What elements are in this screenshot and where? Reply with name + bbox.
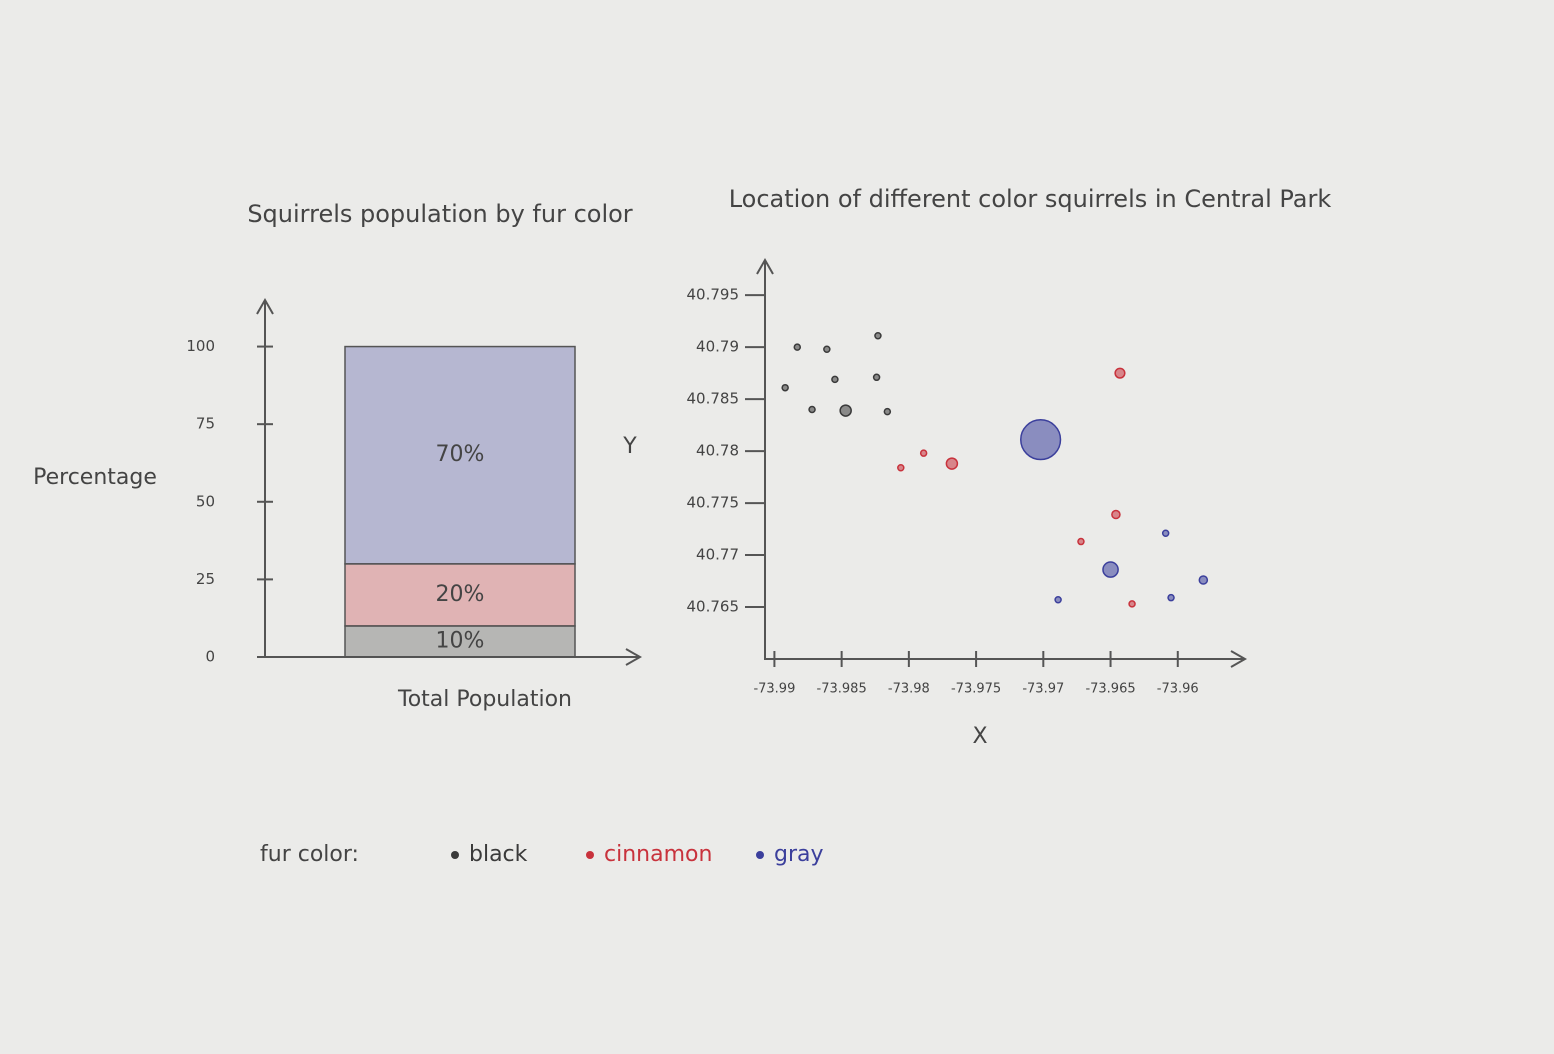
point bbox=[872, 373, 881, 382]
legend-entry: cinnamon bbox=[604, 842, 712, 867]
bar-segment bbox=[344, 345, 576, 565]
x-tick-label: -73.96 bbox=[1157, 682, 1199, 697]
axes bbox=[756, 257, 1248, 668]
chart-title: Squirrels population by fur color bbox=[247, 200, 632, 228]
y-tick-label: 100 bbox=[186, 337, 215, 355]
y-tick-label: 40.78 bbox=[696, 442, 739, 460]
x-tick-label: -73.98 bbox=[888, 682, 930, 697]
point bbox=[1077, 537, 1085, 546]
data-label: 70% bbox=[436, 442, 485, 467]
x-axis-label: Total Population bbox=[397, 687, 572, 712]
legend-swatch bbox=[586, 851, 594, 859]
point bbox=[839, 404, 852, 417]
point bbox=[919, 449, 928, 457]
legend-swatch bbox=[756, 851, 764, 859]
x-tick-label: -73.97 bbox=[1022, 682, 1064, 697]
point bbox=[1167, 593, 1175, 602]
scatter-chart: Location of different color squirrels in… bbox=[622, 185, 1331, 749]
point bbox=[1054, 596, 1062, 604]
point bbox=[793, 343, 802, 351]
data-label: 20% bbox=[436, 582, 485, 607]
legend-title: fur color: bbox=[260, 842, 359, 867]
y-tick-label: 50 bbox=[196, 492, 215, 510]
y-tick-label: 25 bbox=[196, 570, 215, 588]
point bbox=[1128, 600, 1136, 608]
y-tick-label: 40.785 bbox=[687, 390, 740, 408]
x-tick-label: -73.985 bbox=[817, 682, 867, 697]
point bbox=[1102, 561, 1119, 578]
legend-entry: gray bbox=[774, 842, 824, 867]
legend-swatch bbox=[451, 851, 459, 859]
data-label: 10% bbox=[436, 628, 485, 653]
x-tick-label: -73.975 bbox=[951, 682, 1001, 697]
x-tick-label: -73.99 bbox=[753, 682, 795, 697]
chart-title: Location of different color squirrels in… bbox=[729, 185, 1332, 213]
point bbox=[808, 405, 816, 414]
y-tick-label: 75 bbox=[196, 415, 215, 433]
y-tick-label: 40.77 bbox=[696, 546, 739, 564]
point bbox=[1111, 509, 1121, 520]
y-tick-label: 40.795 bbox=[687, 286, 740, 304]
point bbox=[823, 345, 831, 353]
bar-segment bbox=[344, 625, 576, 658]
bar-segment bbox=[344, 563, 576, 627]
y-axis-label: Y bbox=[622, 434, 637, 459]
point bbox=[831, 375, 839, 384]
x-axis-label: X bbox=[972, 724, 987, 749]
y-tick-label: 40.79 bbox=[696, 338, 739, 356]
point bbox=[1161, 529, 1170, 537]
y-tick-label: 40.765 bbox=[687, 598, 740, 616]
bar-chart: Squirrels population by fur color Percen… bbox=[33, 200, 633, 712]
y-tick-label: 40.775 bbox=[687, 494, 740, 512]
point bbox=[883, 407, 892, 416]
x-tick-label: -73.965 bbox=[1085, 682, 1135, 697]
point bbox=[1198, 575, 1209, 585]
point bbox=[945, 457, 959, 470]
point bbox=[781, 383, 789, 392]
y-axis-label: Percentage bbox=[33, 465, 157, 490]
y-tick-label: 0 bbox=[205, 648, 215, 666]
point bbox=[897, 463, 905, 472]
point bbox=[1020, 419, 1062, 461]
legend-entry: black bbox=[469, 842, 528, 867]
point bbox=[874, 331, 882, 340]
point bbox=[1114, 367, 1126, 379]
